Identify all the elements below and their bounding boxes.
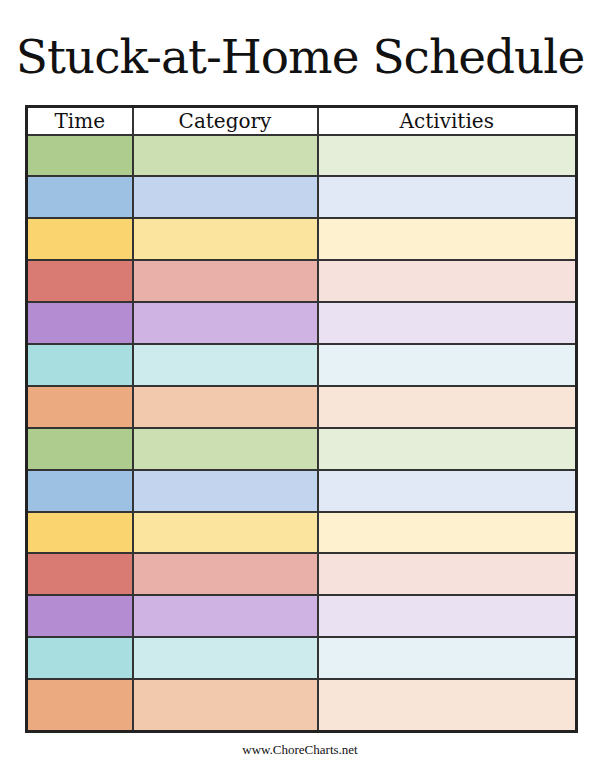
footer-website-text: www.ChoreCharts.net xyxy=(0,742,600,758)
activities-cell xyxy=(318,512,577,554)
time-cell xyxy=(27,637,133,679)
activities-cell xyxy=(318,470,577,512)
page-title: Stuck-at-Home Schedule xyxy=(0,24,600,90)
table-row xyxy=(27,553,577,595)
table-row xyxy=(27,512,577,554)
time-cell xyxy=(27,260,133,302)
category-cell xyxy=(133,344,318,386)
activities-cell xyxy=(318,637,577,679)
category-cell xyxy=(133,218,318,260)
time-cell xyxy=(27,344,133,386)
activities-cell xyxy=(318,302,577,344)
activities-cell xyxy=(318,260,577,302)
activities-cell xyxy=(318,428,577,470)
time-cell xyxy=(27,135,133,177)
schedule-table-body xyxy=(27,135,577,732)
activities-cell xyxy=(318,176,577,218)
category-cell xyxy=(133,679,318,731)
activities-cell xyxy=(318,135,577,177)
table-row xyxy=(27,386,577,428)
time-cell xyxy=(27,595,133,637)
table-row xyxy=(27,135,577,177)
table-row xyxy=(27,218,577,260)
schedule-table-header: Time Category Activities xyxy=(27,107,577,135)
category-cell xyxy=(133,260,318,302)
table-row xyxy=(27,470,577,512)
table-row xyxy=(27,595,577,637)
table-row xyxy=(27,637,577,679)
time-cell xyxy=(27,553,133,595)
time-cell xyxy=(27,302,133,344)
printable-schedule-page: { "page": { "title": "Stuck-at-Home Sche… xyxy=(0,0,600,778)
activities-cell xyxy=(318,595,577,637)
time-cell xyxy=(27,512,133,554)
time-cell xyxy=(27,470,133,512)
category-cell xyxy=(133,553,318,595)
category-cell xyxy=(133,637,318,679)
header-time: Time xyxy=(27,107,133,135)
table-row xyxy=(27,344,577,386)
category-cell xyxy=(133,595,318,637)
category-cell xyxy=(133,428,318,470)
table-row xyxy=(27,302,577,344)
header-row: Time Category Activities xyxy=(27,107,577,135)
category-cell xyxy=(133,302,318,344)
activities-cell xyxy=(318,344,577,386)
activities-cell xyxy=(318,553,577,595)
category-cell xyxy=(133,135,318,177)
category-cell xyxy=(133,176,318,218)
category-cell xyxy=(133,470,318,512)
time-cell xyxy=(27,428,133,470)
category-cell xyxy=(133,512,318,554)
header-category: Category xyxy=(133,107,318,135)
table-row xyxy=(27,428,577,470)
table-row xyxy=(27,679,577,731)
table-row xyxy=(27,176,577,218)
time-cell xyxy=(27,218,133,260)
activities-cell xyxy=(318,386,577,428)
activities-cell xyxy=(318,679,577,731)
table-row xyxy=(27,260,577,302)
time-cell xyxy=(27,176,133,218)
time-cell xyxy=(27,386,133,428)
category-cell xyxy=(133,386,318,428)
activities-cell xyxy=(318,218,577,260)
header-activities: Activities xyxy=(318,107,577,135)
time-cell xyxy=(27,679,133,731)
schedule-table: Time Category Activities xyxy=(25,105,578,733)
